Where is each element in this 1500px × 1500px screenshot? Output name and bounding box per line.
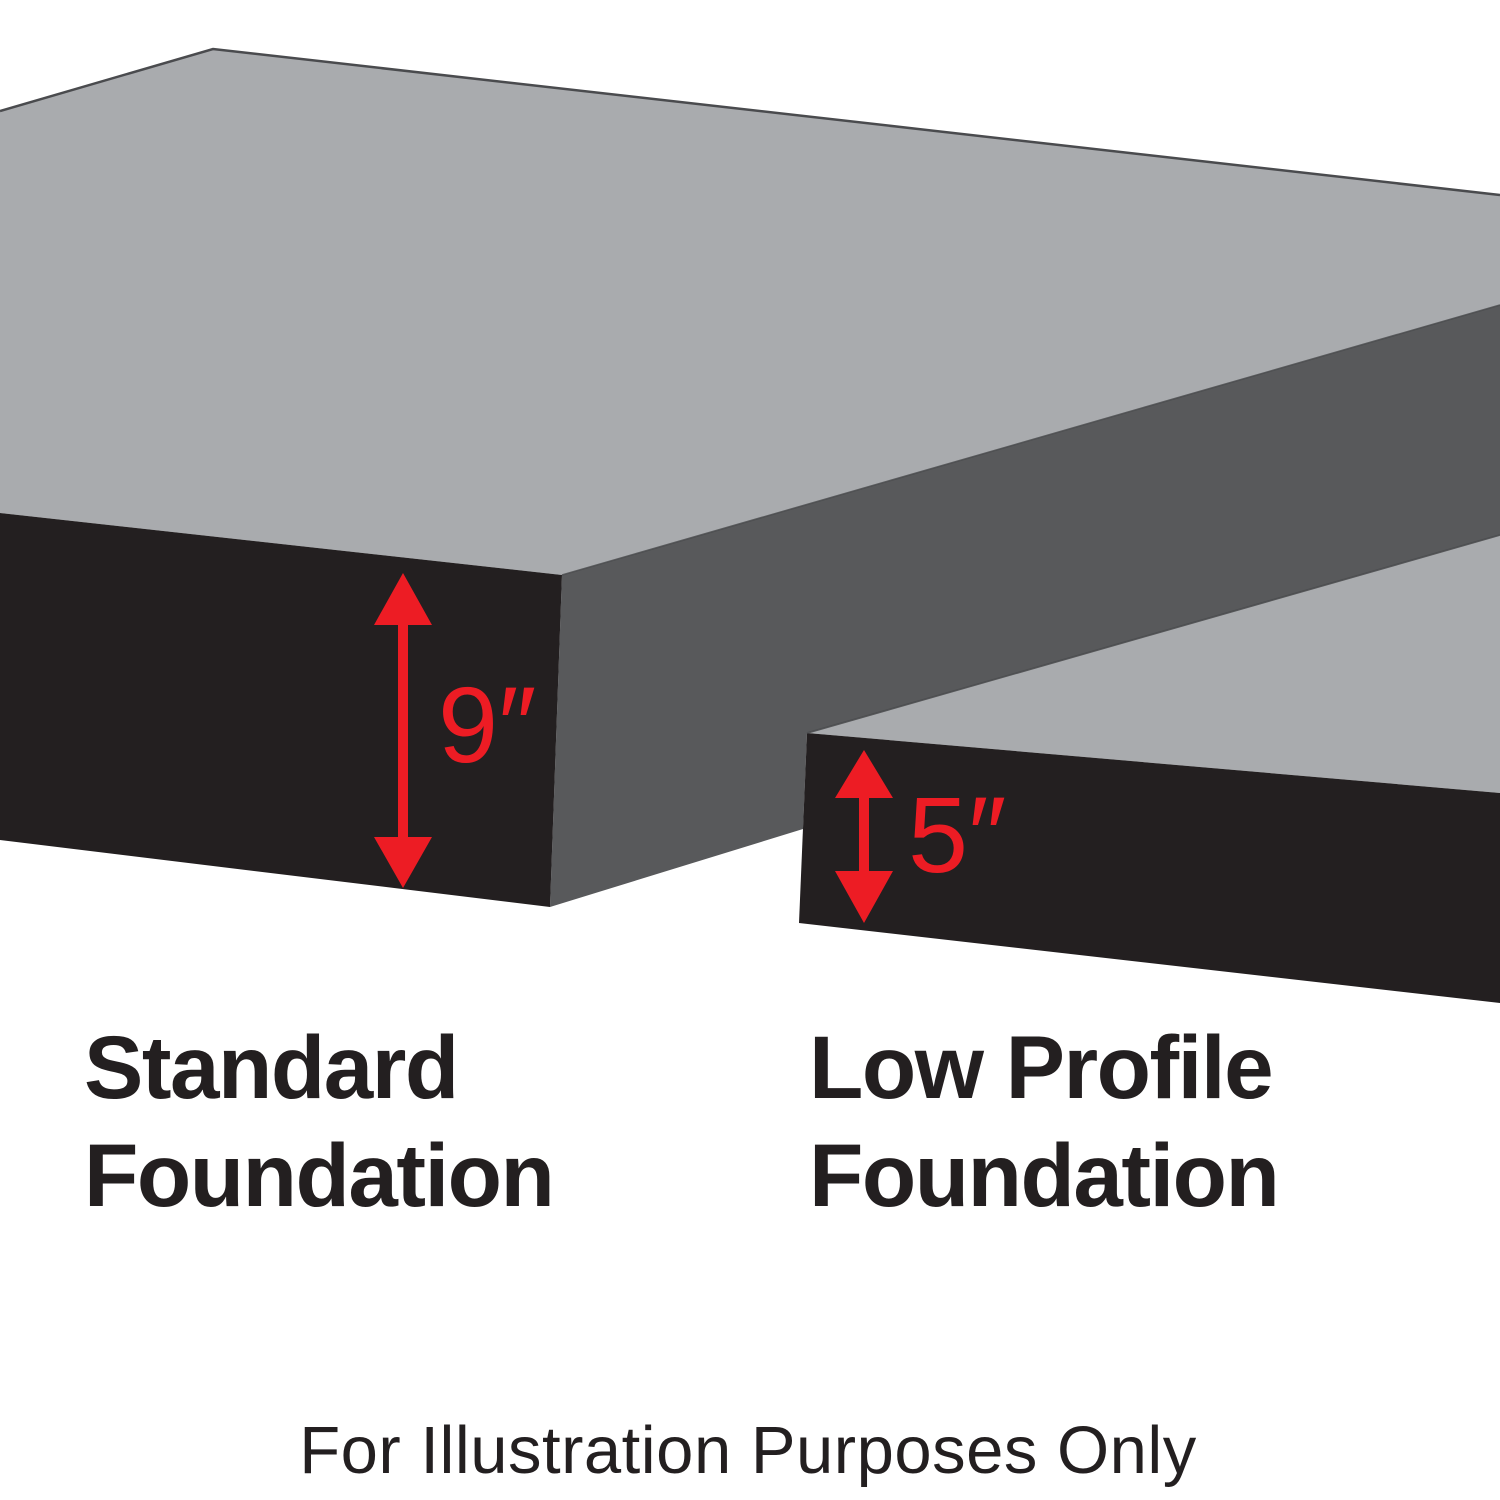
- standard-block-side-edge-line: [561, 304, 1500, 576]
- low-profile-height-label: 5″: [908, 774, 1006, 895]
- low-profile-foundation-caption: Low Profile Foundation: [809, 1017, 1280, 1225]
- standard-height-arrow-icon: [374, 573, 432, 888]
- low-profile-block-back-edge-line: [806, 534, 1500, 734]
- low-profile-caption-line1: Low Profile: [809, 1017, 1272, 1117]
- disclaimer-text: For Illustration Purposes Only: [299, 1413, 1197, 1488]
- standard-caption-line2: Foundation: [84, 1125, 553, 1225]
- standard-block-side-face: [550, 305, 1500, 907]
- low-profile-block-front-face: [799, 733, 1500, 1003]
- standard-height-label: 9″: [438, 664, 536, 785]
- standard-block-top-edge-line: [0, 47, 1500, 197]
- low-profile-block-top-face: [807, 535, 1500, 793]
- standard-foundation-caption: Standard Foundation: [84, 1017, 555, 1225]
- low-profile-caption-line2: Foundation: [809, 1125, 1278, 1225]
- low-profile-foundation-block: [799, 535, 1500, 1003]
- standard-block-top-face: [0, 49, 1500, 575]
- standard-caption-line1: Standard: [84, 1017, 458, 1117]
- low-profile-height-arrow-icon: [835, 750, 893, 923]
